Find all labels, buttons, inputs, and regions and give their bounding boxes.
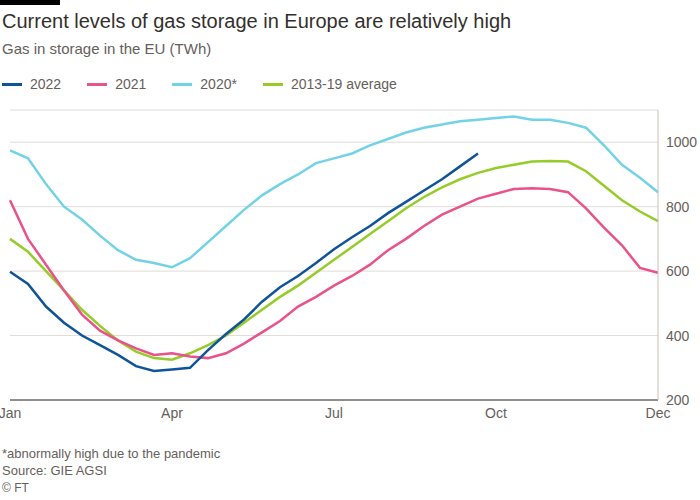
html-text:Source: GIE AGSI: Source: GIE AGSI <box>2 463 107 478</box>
html-text:2013-19 average: 2013-19 average <box>290 76 397 92</box>
svg-text:600: 600 <box>666 263 690 279</box>
html-text:2022: 2022 <box>30 76 62 92</box>
svg-text:400: 400 <box>666 328 690 344</box>
svg-text:Apr: Apr <box>161 405 183 421</box>
html-text:© FT: © FT <box>2 481 29 495</box>
svg-text:Jul: Jul <box>325 405 343 421</box>
svg-text:Oct: Oct <box>485 405 507 421</box>
html-text:Current levels of gas storage: Current levels of gas storage in Europe … <box>2 10 512 32</box>
html-text:2021: 2021 <box>115 76 147 92</box>
svg-text:1000: 1000 <box>666 134 692 150</box>
html-text:Gas in storage in the EU (TWh): Gas in storage in the EU (TWh) <box>2 40 212 57</box>
svg-text:800: 800 <box>666 199 690 215</box>
html-text:2020*: 2020* <box>200 76 237 92</box>
html-text:*abnormally high due to the pa: *abnormally high due to the pandemic <box>2 446 221 461</box>
svg-text:200: 200 <box>666 392 690 408</box>
svg-text:Jan: Jan <box>8 405 21 421</box>
svg-text:Dec: Dec <box>645 404 671 421</box>
